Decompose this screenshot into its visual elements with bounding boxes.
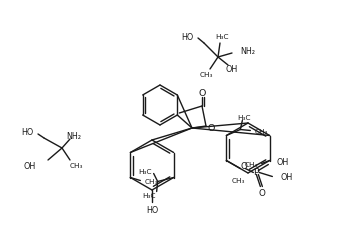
Text: OH: OH	[280, 173, 292, 182]
Text: HO: HO	[182, 33, 194, 42]
Text: H₃C: H₃C	[238, 115, 251, 121]
Text: O: O	[241, 162, 248, 171]
Text: NH₂: NH₂	[67, 131, 82, 140]
Text: H₃C: H₃C	[142, 192, 156, 198]
Text: CH₃: CH₃	[254, 128, 268, 134]
Text: HO: HO	[22, 127, 34, 136]
Text: NH₂: NH₂	[240, 47, 255, 56]
Text: CH₃: CH₃	[69, 163, 83, 169]
Text: OH: OH	[276, 158, 289, 167]
Text: OH: OH	[226, 64, 238, 73]
Text: O: O	[198, 88, 206, 98]
Text: CH₃: CH₃	[144, 179, 158, 185]
Text: H₃C: H₃C	[215, 34, 229, 40]
Text: CH₃: CH₃	[199, 72, 213, 78]
Text: OH: OH	[24, 162, 36, 171]
Text: CH₃: CH₃	[244, 162, 258, 168]
Text: CH₃: CH₃	[231, 178, 245, 184]
Text: HO: HO	[146, 205, 158, 214]
Text: O: O	[259, 189, 266, 198]
Text: O: O	[207, 124, 215, 132]
Text: P: P	[253, 168, 259, 177]
Text: H₃C: H₃C	[138, 169, 152, 175]
